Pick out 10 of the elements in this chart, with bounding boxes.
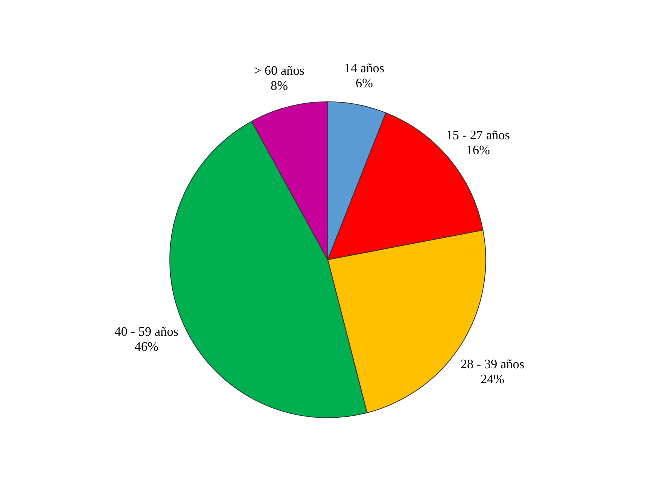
data-label: 16% bbox=[466, 142, 490, 158]
slice-label: 15 - 27 años bbox=[446, 128, 510, 143]
data-label: 24% bbox=[480, 371, 505, 386]
slice-label: > 60 años bbox=[254, 63, 305, 78]
slice-label: 14 años bbox=[344, 60, 385, 76]
data-label: 6% bbox=[356, 75, 374, 90]
data-label: 46% bbox=[134, 338, 159, 354]
data-label: 8% bbox=[270, 78, 288, 94]
slice-label: 28 - 39 años bbox=[460, 356, 525, 372]
slice-label: 40 - 59 años bbox=[114, 324, 179, 339]
